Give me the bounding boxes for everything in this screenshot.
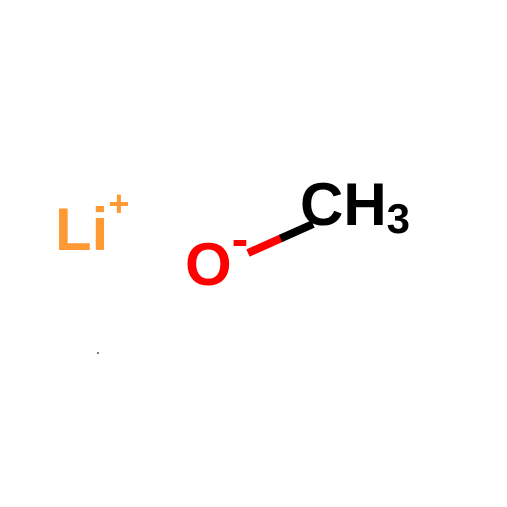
oxygen-symbol: O xyxy=(185,231,232,298)
lithium-charge: + xyxy=(108,183,129,224)
atom-methyl: CH3 xyxy=(300,170,410,239)
decoration-dot xyxy=(97,352,99,354)
lithium-symbol: Li xyxy=(55,196,108,263)
atom-oxygen: O- xyxy=(185,230,248,299)
atom-lithium: Li+ xyxy=(55,195,129,264)
chemical-structure-canvas: Li+ O- CH3 xyxy=(0,0,507,507)
methyl-subscript: 3 xyxy=(387,195,410,242)
methyl-symbol: CH xyxy=(300,171,387,238)
oxygen-charge: - xyxy=(232,211,249,267)
